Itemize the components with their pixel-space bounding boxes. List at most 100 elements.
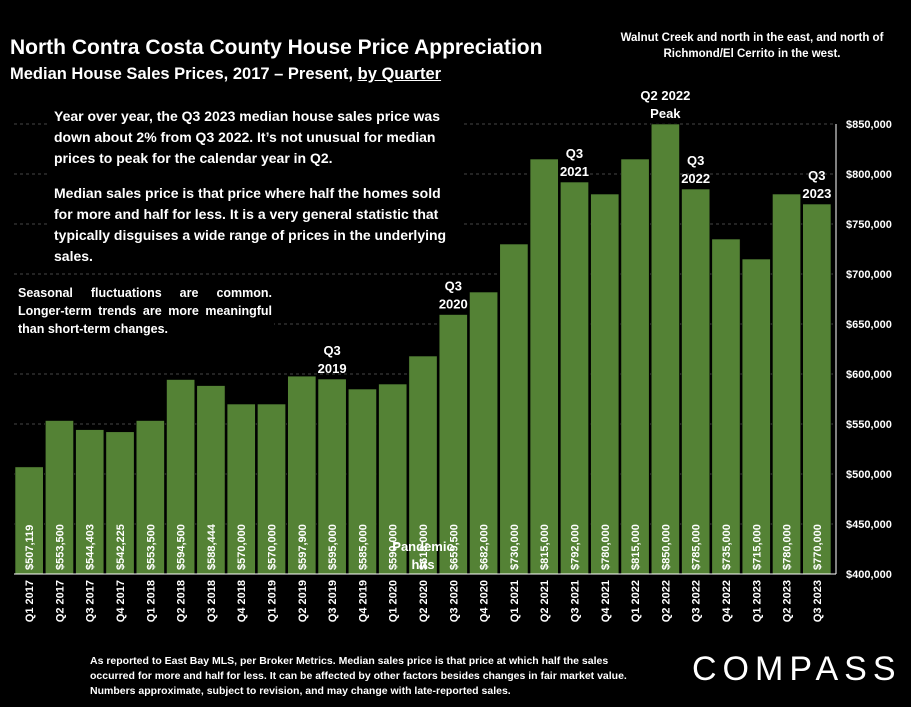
bar — [378, 383, 408, 575]
x-tick-label: Q2 2021 — [539, 580, 551, 622]
bar-value-label: $597,900 — [297, 524, 309, 570]
x-tick-label: Q2 2023 — [782, 580, 794, 622]
bar — [166, 379, 196, 575]
x-tick-label: Q1 2017 — [24, 580, 36, 622]
bar — [711, 238, 741, 575]
x-tick-label: Q1 2021 — [509, 580, 521, 622]
bar — [499, 243, 529, 575]
x-tick-label: Q4 2022 — [721, 580, 733, 622]
bar — [620, 158, 650, 575]
annotation-label: Peak — [650, 106, 681, 121]
bar — [14, 466, 44, 575]
bar — [347, 388, 377, 575]
bar — [44, 420, 74, 575]
bar — [802, 203, 832, 575]
bar — [590, 193, 620, 575]
bar — [105, 431, 135, 575]
bar-value-label: $507,119 — [24, 525, 36, 570]
x-tick-label: Q3 2017 — [85, 580, 97, 622]
bar-value-label: $585,000 — [357, 524, 369, 570]
bar — [75, 429, 105, 575]
annotation-label: Q3 — [445, 279, 462, 294]
bar — [317, 378, 347, 575]
x-tick-label: Q1 2022 — [630, 580, 642, 622]
compass-logo: COMPASS — [692, 650, 902, 688]
bar-value-label: $770,000 — [812, 524, 824, 570]
x-tick-label: Q2 2022 — [660, 580, 672, 622]
bar — [287, 375, 317, 575]
annotation-label: Q3 — [323, 343, 340, 358]
x-tick-label: Q2 2020 — [418, 580, 430, 622]
bar — [529, 158, 559, 575]
commentary-box: Year over year, the Q3 2023 median house… — [48, 104, 464, 271]
annotation-label: Q3 — [687, 153, 704, 168]
x-tick-label: Q3 2019 — [327, 580, 339, 622]
x-tick-label: Q4 2019 — [357, 580, 369, 622]
x-tick-label: Q2 2019 — [297, 580, 309, 622]
x-tick-label: Q1 2018 — [145, 580, 157, 622]
subtitle-main: Median House Sales Prices, 2017 – Presen… — [10, 65, 358, 83]
subtitle-by-quarter: by Quarter — [357, 65, 442, 83]
x-tick-label: Q2 2017 — [54, 580, 66, 622]
x-tick-label: Q3 2021 — [569, 580, 581, 622]
bar-value-label: $618,000 — [418, 524, 430, 570]
bar-value-label: $715,000 — [751, 524, 763, 570]
bar-value-label: $588,444 — [206, 523, 218, 570]
annotation-label: Pandemic — [392, 539, 453, 554]
bar-value-label: $735,000 — [721, 524, 733, 570]
bar-value-label: $780,000 — [782, 524, 794, 570]
bar-value-label: $542,225 — [115, 524, 127, 570]
bar-value-label: $590,000 — [388, 524, 400, 570]
annotation-label: Q2 2022 — [640, 88, 690, 103]
annotation-label: 2019 — [318, 361, 347, 376]
x-tick-label: Q1 2020 — [388, 580, 400, 622]
x-tick-label: Q3 2023 — [812, 580, 824, 622]
chart-subtitle: Median House Sales Prices, 2017 – Presen… — [10, 65, 441, 84]
median-definition-note: Median sales price is that price where h… — [54, 185, 447, 264]
bar — [650, 123, 680, 575]
annotation-label: 2020 — [439, 297, 468, 312]
x-tick-label: Q1 2023 — [751, 580, 763, 622]
annotation-label: 2022 — [681, 171, 710, 186]
bar-value-label: $570,000 — [267, 524, 279, 570]
x-tick-label: Q3 2020 — [448, 580, 460, 622]
bar — [257, 403, 286, 575]
bar-value-label: $553,500 — [145, 524, 157, 570]
bar — [135, 420, 165, 575]
bar — [681, 188, 711, 575]
y-tick-label: $600,000 — [846, 369, 892, 381]
y-tick-label: $850,000 — [846, 119, 892, 131]
x-tick-label: Q4 2018 — [236, 580, 248, 622]
x-tick-label: Q4 2021 — [600, 580, 612, 622]
x-tick-label: Q4 2017 — [115, 580, 127, 622]
bar — [438, 314, 468, 575]
annotation-label: Q3 — [808, 168, 825, 183]
bar — [560, 181, 589, 575]
bar-value-label: $792,000 — [569, 524, 581, 570]
y-tick-label: $800,000 — [846, 169, 892, 181]
bar-value-label: $570,000 — [236, 524, 248, 570]
bar — [741, 258, 771, 575]
bar-value-label: $553,500 — [54, 524, 66, 570]
x-tick-label: Q2 2018 — [176, 580, 188, 622]
bar-value-label: $785,000 — [691, 524, 703, 570]
bar-value-label: $595,000 — [327, 524, 339, 570]
chart-title: North Contra Costa County House Price Ap… — [10, 36, 543, 59]
seasonal-note: Seasonal fluctuations are common. Longer… — [12, 284, 274, 342]
y-tick-label: $650,000 — [846, 319, 892, 331]
x-tick-label: Q3 2018 — [206, 580, 218, 622]
x-tick-label: Q1 2019 — [267, 580, 279, 622]
y-tick-label: $500,000 — [846, 469, 892, 481]
bar-value-label: $850,000 — [660, 524, 672, 570]
bar — [408, 355, 438, 575]
bar-value-label: $815,000 — [630, 524, 642, 570]
region-note: Walnut Creek and north in the east, and … — [620, 32, 884, 60]
bar-value-label: $815,000 — [539, 524, 551, 570]
bar-value-label: $659,500 — [448, 524, 460, 570]
bar-value-label: $730,000 — [509, 524, 521, 570]
annotation-label: 2021 — [560, 164, 589, 179]
x-tick-label: Q3 2022 — [691, 580, 703, 622]
yoy-note: Year over year, the Q3 2023 median house… — [54, 108, 440, 166]
bar — [226, 403, 256, 575]
y-tick-label: $400,000 — [846, 569, 892, 581]
